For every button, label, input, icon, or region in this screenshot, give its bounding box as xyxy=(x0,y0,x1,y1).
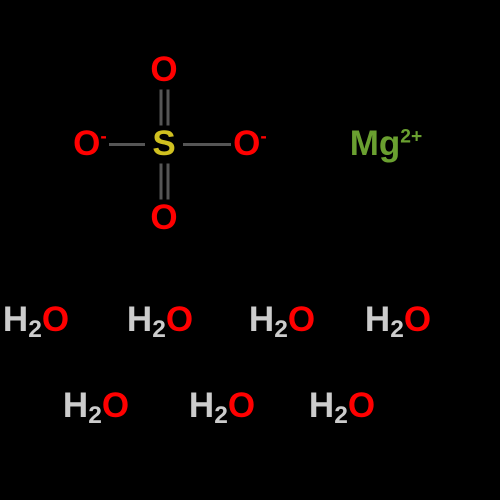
atom-o_left: O- xyxy=(73,124,107,164)
h-label: H xyxy=(127,300,152,339)
h-label: H xyxy=(365,300,390,339)
atom-o_top: O xyxy=(150,50,177,90)
water-molecule: H2O xyxy=(365,300,431,344)
atom-label: O xyxy=(150,50,177,89)
atom-s: S xyxy=(152,124,175,164)
atom-label: O xyxy=(150,198,177,237)
o-label: O xyxy=(348,386,375,425)
atom-label: O xyxy=(233,124,260,163)
atom-o_bottom: O xyxy=(150,198,177,238)
bond-line xyxy=(159,89,162,125)
subscript-2: 2 xyxy=(28,316,42,343)
o-label: O xyxy=(166,300,193,339)
o-label: O xyxy=(102,386,129,425)
subscript-2: 2 xyxy=(334,402,348,429)
bond-line xyxy=(159,163,162,199)
subscript-2: 2 xyxy=(390,316,404,343)
subscript-2: 2 xyxy=(274,316,288,343)
h-label: H xyxy=(63,386,88,425)
bond-line xyxy=(183,143,231,146)
h-label: H xyxy=(189,386,214,425)
charge: - xyxy=(100,126,106,147)
water-molecule: H2O xyxy=(309,386,375,430)
subscript-2: 2 xyxy=(88,402,102,429)
bond-line xyxy=(166,163,169,199)
atom-label: Mg xyxy=(350,124,401,163)
o-label: O xyxy=(404,300,431,339)
h-label: H xyxy=(3,300,28,339)
water-molecule: H2O xyxy=(3,300,69,344)
water-molecule: H2O xyxy=(249,300,315,344)
atom-label: S xyxy=(152,124,175,163)
atom-o_right: O- xyxy=(233,124,267,164)
h-label: H xyxy=(249,300,274,339)
o-label: O xyxy=(288,300,315,339)
o-label: O xyxy=(42,300,69,339)
h-label: H xyxy=(309,386,334,425)
water-molecule: H2O xyxy=(127,300,193,344)
bond-line xyxy=(109,143,145,146)
subscript-2: 2 xyxy=(152,316,166,343)
atom-label: O xyxy=(73,124,100,163)
water-molecule: H2O xyxy=(189,386,255,430)
subscript-2: 2 xyxy=(214,402,228,429)
atom-mg: Mg2+ xyxy=(350,124,423,164)
o-label: O xyxy=(228,386,255,425)
bond-line xyxy=(166,89,169,125)
water-molecule: H2O xyxy=(63,386,129,430)
charge: 2+ xyxy=(400,126,422,147)
charge: - xyxy=(260,126,266,147)
